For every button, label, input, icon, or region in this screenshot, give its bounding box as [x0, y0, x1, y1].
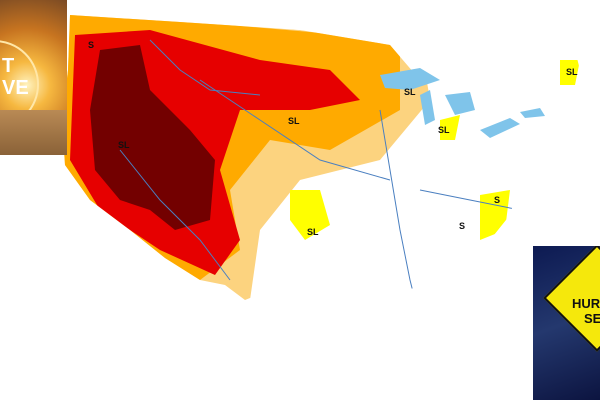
drought-impact-label: SL	[307, 227, 319, 237]
great-lakes	[380, 68, 545, 138]
cracked-ground	[0, 110, 67, 155]
heat-wave-thumbnail[interactable]: T VE	[0, 0, 67, 155]
rivers	[119, 39, 521, 321]
heat-wave-text-line1: T	[2, 55, 15, 77]
drought-impact-label: SL	[118, 140, 130, 150]
drought-impact-label: SL	[404, 87, 416, 97]
drought-d4-region	[90, 45, 215, 230]
drought-impact-label: S	[459, 221, 465, 231]
hurricane-text-line2: SE	[584, 311, 600, 326]
heat-wave-text: T VE	[2, 55, 29, 99]
drought-impact-label: SL	[438, 125, 450, 135]
heat-wave-text-line2: VE	[2, 77, 29, 99]
drought-impact-label: SL	[288, 116, 300, 126]
drought-d0-region	[290, 60, 580, 240]
drought-impact-label: S	[494, 195, 500, 205]
hurricane-sign-text: HUR SE	[572, 296, 600, 326]
drought-impact-label: SL	[566, 67, 578, 77]
drought-impact-label: S	[88, 40, 94, 50]
hurricane-text-line1: HUR	[572, 296, 600, 311]
hurricane-season-thumbnail[interactable]: HUR SE	[533, 246, 600, 400]
